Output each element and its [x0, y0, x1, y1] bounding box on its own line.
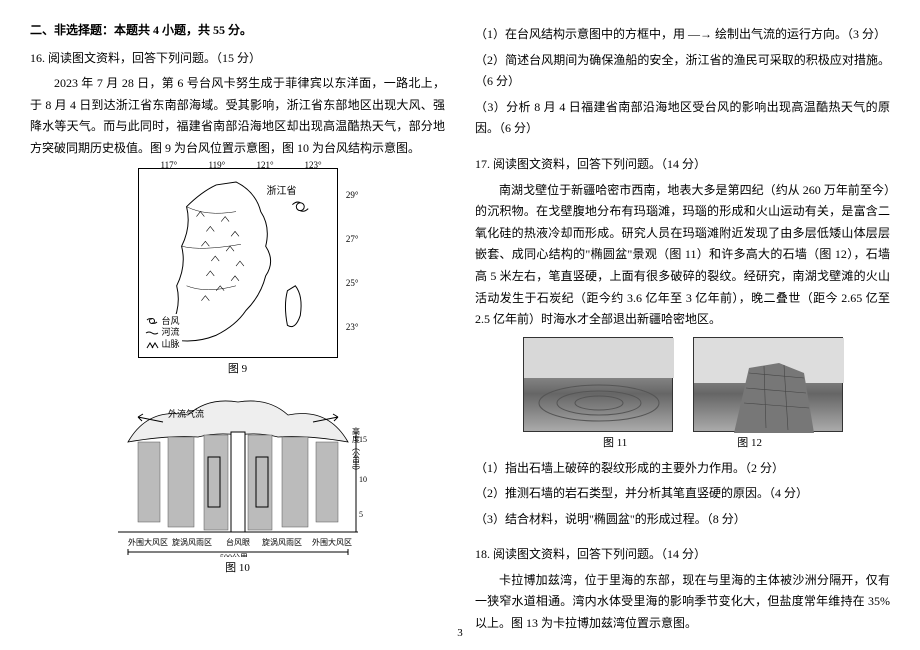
photo-11 — [523, 337, 673, 432]
q18-para1: 卡拉博加兹湾，位于里海的东部，现在与里海的主体被沙洲分隔开，仅有一狭窄水道相通。… — [475, 570, 890, 635]
legend-typhoon: 台风 — [145, 316, 180, 328]
q16-sub2: （2）简述台风期间为确保渔船的安全，浙江省的渔民可采取的积极应对措施。（6 分） — [475, 50, 890, 93]
fig9-label: 图 9 — [30, 360, 445, 380]
q17-intro: 阅读图文资料，回答下列问题。（14 分） — [493, 157, 706, 171]
lon-117: 117° — [161, 157, 178, 173]
map-box: 117° 119° 121° 123° 29° 27° 25° 23° 浙江省 — [138, 168, 338, 358]
yaxis-label: 高度（公里） — [351, 426, 360, 475]
q16-sub3: （3）分析 8 月 4 日福建省南部沿海地区受台风的影响出现高温酷热天气的原因。… — [475, 97, 890, 140]
zone-outer-l: 外围大风区 — [128, 537, 168, 547]
figure-10: 外流气流 外围大风区 旋涡风雨区 — [30, 387, 445, 579]
lat-29: 29° — [346, 187, 359, 203]
lat-27: 27° — [346, 231, 359, 247]
q17-stem: 17. 阅读图文资料，回答下列问题。（14 分） — [475, 154, 890, 176]
fig12-label: 图 12 — [737, 434, 762, 454]
q17-sub1: （1）指出石墙上破碎的裂纹形成的主要外力作用。（2 分） — [475, 458, 890, 480]
figure-9: 117° 119° 121° 123° 29° 27° 25° 23° 浙江省 — [30, 168, 445, 380]
legend-mountain: 山脉 — [145, 339, 180, 351]
width-label: 500公里 — [220, 553, 248, 557]
lon-121: 121° — [257, 157, 274, 173]
photo11-svg — [524, 338, 674, 433]
ytick-10: 10 — [359, 475, 367, 484]
zone-outer-r: 外围大风区 — [312, 537, 352, 547]
photo12-svg — [694, 338, 844, 433]
map-legend: 台风 河流 山脉 — [143, 314, 182, 353]
lon-119: 119° — [209, 157, 226, 173]
q17-sub2: （2）推测石墙的岩石类型，并分析其笔直竖硬的原因。（4 分） — [475, 483, 890, 505]
fig11-label: 图 11 — [603, 434, 627, 454]
q18-intro: 阅读图文资料，回答下列问题。（14 分） — [493, 547, 706, 561]
photo-labels: 图 11 图 12 — [475, 434, 890, 454]
q17-num: 17. — [475, 157, 490, 171]
q16-intro: 阅读图文资料，回答下列问题。（15 分） — [48, 51, 261, 65]
typhoon-svg: 外流气流 外围大风区 旋涡风雨区 — [108, 387, 368, 557]
lat-23: 23° — [346, 319, 359, 335]
photo-12 — [693, 337, 843, 432]
zone-spiral-r: 旋涡风雨区 — [262, 537, 302, 547]
legend-river-label: 河流 — [162, 327, 180, 339]
lat-25: 25° — [346, 275, 359, 291]
q17-sub3: （3）结合材料，说明"椭圆盆"的形成过程。（8 分） — [475, 509, 890, 531]
photo-row — [475, 337, 890, 432]
q16-stem: 16. 阅读图文资料，回答下列问题。（15 分） — [30, 48, 445, 70]
lon-123: 123° — [305, 157, 322, 173]
legend-mountain-label: 山脉 — [162, 339, 180, 351]
legend-river: 河流 — [145, 327, 180, 339]
q16-num: 16. — [30, 51, 45, 65]
zone-eye: 台风眼 — [226, 537, 250, 547]
ytick-5: 5 — [359, 510, 363, 519]
right-column: （1）在台风结构示意图中的方框中，用 —→ 绘制出气流的运行方向。（3 分） （… — [475, 20, 890, 630]
outflow-label: 外流气流 — [168, 408, 204, 419]
q17-para1: 南湖戈壁位于新疆哈密市西南，地表大多是第四纪（约从 260 万年前至今）的沉积物… — [475, 180, 890, 331]
fig10-label: 图 10 — [30, 559, 445, 579]
river-icon — [145, 329, 159, 337]
page-number: 3 — [457, 624, 463, 644]
q18-num: 18. — [475, 547, 490, 561]
left-column: 二、非选择题：本题共 4 小题，共 55 分。 16. 阅读图文资料，回答下列问… — [30, 20, 445, 630]
mountain-icon — [145, 341, 159, 349]
typhoon-icon — [145, 317, 159, 325]
q18-stem: 18. 阅读图文资料，回答下列问题。（14 分） — [475, 544, 890, 566]
q16-sub1: （1）在台风结构示意图中的方框中，用 —→ 绘制出气流的运行方向。（3 分） — [475, 24, 890, 46]
legend-typhoon-label: 台风 — [162, 316, 180, 328]
typhoon-box: 外流气流 外围大风区 旋涡风雨区 — [108, 387, 368, 557]
q16-para1: 2023 年 7 月 28 日，第 6 号台风卡努生成于菲律宾以东洋面，一路北上… — [30, 73, 445, 159]
zone-spiral-l: 旋涡风雨区 — [172, 537, 212, 547]
section-header: 二、非选择题：本题共 4 小题，共 55 分。 — [30, 20, 445, 42]
